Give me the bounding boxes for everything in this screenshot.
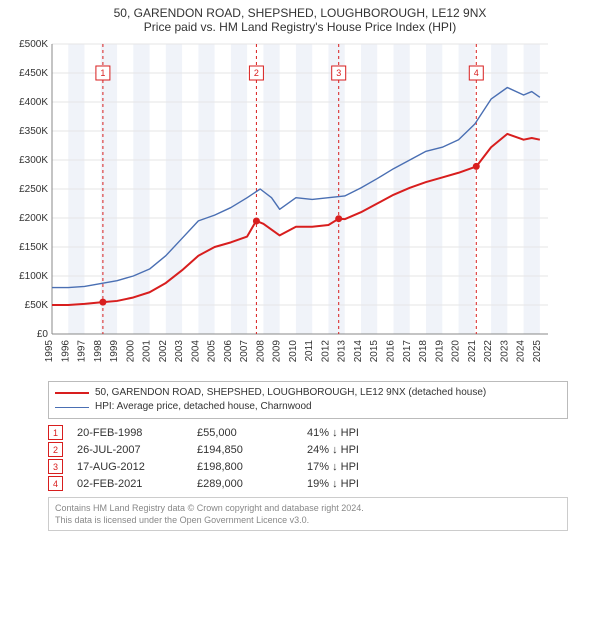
svg-text:2011: 2011: [304, 340, 315, 362]
transaction-date: 17-AUG-2012: [77, 461, 197, 473]
svg-text:2023: 2023: [499, 340, 510, 363]
page: 50, GARENDON ROAD, SHEPSHED, LOUGHBOROUG…: [0, 0, 600, 531]
svg-text:2016: 2016: [386, 340, 397, 363]
svg-text:£100K: £100K: [19, 271, 48, 282]
legend-swatch: [55, 392, 89, 394]
transaction-date: 02-FEB-2021: [77, 478, 197, 490]
title-line-2: Price paid vs. HM Land Registry's House …: [0, 20, 600, 34]
svg-text:2003: 2003: [174, 340, 185, 363]
legend-item: HPI: Average price, detached house, Char…: [55, 400, 561, 414]
chart: £0 £50K £100K £150K £200K £250K £300K £350K £400…: [8, 38, 592, 373]
chart-svg: £0 £50K £100K £150K £200K £250K £300K £350K £400…: [8, 38, 556, 368]
legend-label: HPI: Average price, detached house, Char…: [95, 400, 312, 414]
svg-text:£150K: £150K: [19, 242, 48, 253]
svg-text:£500K: £500K: [19, 39, 48, 50]
svg-text:2013: 2013: [337, 340, 348, 363]
footnote-line-1: Contains HM Land Registry data © Crown c…: [55, 502, 561, 514]
transaction-price: £289,000: [197, 478, 307, 490]
svg-text:2022: 2022: [483, 340, 494, 363]
transaction-marker: 4: [48, 476, 63, 491]
transaction-row: 4 02-FEB-2021£289,00019% ↓ HPI: [48, 476, 568, 491]
svg-text:1996: 1996: [60, 340, 71, 363]
transaction-list: 1 20-FEB-1998£55,00041% ↓ HPI 2 26-JUL-2007…: [48, 425, 568, 491]
svg-text:2000: 2000: [125, 340, 136, 363]
svg-text:1995: 1995: [44, 340, 55, 363]
legend: 50, GARENDON ROAD, SHEPSHED, LOUGHBOROUG…: [48, 381, 568, 419]
svg-text:2014: 2014: [353, 340, 364, 363]
transaction-marker: 1: [48, 425, 63, 440]
svg-text:£350K: £350K: [19, 126, 48, 137]
svg-text:2001: 2001: [142, 340, 153, 363]
footnote: Contains HM Land Registry data © Crown c…: [48, 497, 568, 531]
svg-text:£450K: £450K: [19, 68, 48, 79]
transaction-diff: 24% ↓ HPI: [307, 444, 407, 456]
svg-text:2019: 2019: [434, 340, 445, 363]
title-line-1: 50, GARENDON ROAD, SHEPSHED, LOUGHBOROUG…: [0, 6, 600, 20]
svg-text:2020: 2020: [451, 340, 462, 363]
svg-text:£400K: £400K: [19, 97, 48, 108]
svg-text:1998: 1998: [93, 340, 104, 363]
transaction-price: £198,800: [197, 461, 307, 473]
transaction-row: 3 17-AUG-2012£198,80017% ↓ HPI: [48, 459, 568, 474]
transaction-date: 20-FEB-1998: [77, 427, 197, 439]
svg-text:£250K: £250K: [19, 184, 48, 195]
svg-text:2: 2: [254, 68, 259, 78]
svg-text:£200K: £200K: [19, 213, 48, 224]
svg-text:4: 4: [474, 68, 479, 78]
svg-text:£300K: £300K: [19, 155, 48, 166]
svg-text:2002: 2002: [158, 340, 169, 363]
svg-text:2012: 2012: [320, 340, 331, 363]
transaction-price: £55,000: [197, 427, 307, 439]
transaction-marker: 2: [48, 442, 63, 457]
transaction-date: 26-JUL-2007: [77, 444, 197, 456]
transaction-diff: 17% ↓ HPI: [307, 461, 407, 473]
svg-text:3: 3: [336, 68, 341, 78]
legend-item: 50, GARENDON ROAD, SHEPSHED, LOUGHBOROUG…: [55, 386, 561, 400]
svg-text:1997: 1997: [77, 340, 88, 363]
transaction-price: £194,850: [197, 444, 307, 456]
legend-swatch: [55, 407, 89, 408]
legend-label: 50, GARENDON ROAD, SHEPSHED, LOUGHBOROUG…: [95, 386, 486, 400]
svg-text:2024: 2024: [516, 340, 527, 363]
svg-text:2005: 2005: [207, 340, 218, 363]
svg-text:2010: 2010: [288, 340, 299, 363]
transaction-marker: 3: [48, 459, 63, 474]
transaction-row: 1 20-FEB-1998£55,00041% ↓ HPI: [48, 425, 568, 440]
svg-text:2009: 2009: [272, 340, 283, 363]
svg-text:2008: 2008: [255, 340, 266, 363]
footnote-line-2: This data is licensed under the Open Gov…: [55, 514, 561, 526]
svg-text:£50K: £50K: [25, 300, 49, 311]
svg-text:2018: 2018: [418, 340, 429, 363]
title-block: 50, GARENDON ROAD, SHEPSHED, LOUGHBOROUG…: [0, 0, 600, 34]
svg-text:2017: 2017: [402, 340, 413, 363]
svg-text:£0: £0: [37, 329, 49, 340]
transaction-diff: 19% ↓ HPI: [307, 478, 407, 490]
svg-text:1: 1: [100, 68, 105, 78]
svg-text:1999: 1999: [109, 340, 120, 363]
svg-text:2006: 2006: [223, 340, 234, 363]
transaction-diff: 41% ↓ HPI: [307, 427, 407, 439]
svg-text:2007: 2007: [239, 340, 250, 363]
transaction-row: 2 26-JUL-2007£194,85024% ↓ HPI: [48, 442, 568, 457]
svg-text:2015: 2015: [369, 340, 380, 363]
svg-text:2004: 2004: [190, 340, 201, 363]
svg-text:2021: 2021: [467, 340, 478, 363]
svg-text:2025: 2025: [532, 340, 543, 363]
